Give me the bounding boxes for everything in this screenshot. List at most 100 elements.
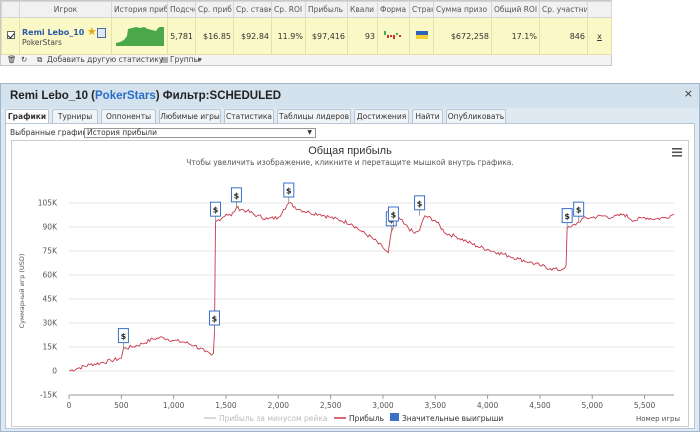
y-tick-label: 45K	[43, 295, 59, 304]
player-name-link[interactable]: Remi Lebo_10	[22, 28, 85, 37]
big-win-marker	[230, 187, 242, 203]
tab-favorite-games[interactable]: Любимые игры	[159, 109, 221, 123]
chart-svg[interactable]: Общая прибыль Чтобы увеличить изображени…	[12, 141, 688, 426]
add-stat-button[interactable]: Добавить другую статистику	[47, 55, 164, 64]
legend-profit[interactable]: Прибыль	[349, 414, 384, 423]
x-tick-label: 2,000	[268, 401, 290, 410]
ukraine-flag-icon	[415, 31, 428, 39]
chart-selector-dropdown[interactable]: История прибыли ▼	[84, 128, 316, 138]
stats-header-row: Игрок История приб Подсчет Ср. приб Ср. …	[1, 1, 612, 18]
remove-cell: x	[587, 17, 612, 55]
x-axis-label: Номер игры	[636, 415, 680, 423]
remove-row-button[interactable]: x	[597, 31, 602, 41]
groups-icon[interactable]: ▤	[161, 55, 169, 64]
profit-history-cell[interactable]	[111, 17, 168, 55]
big-win-dollar-icon: $	[576, 206, 582, 215]
tab-tournaments[interactable]: Турниры	[52, 109, 98, 123]
big-win-marker	[210, 201, 222, 217]
column-header-profit[interactable]: Прибыль	[305, 1, 348, 18]
profit-sparkline[interactable]	[115, 24, 164, 46]
tab-find[interactable]: Найти	[412, 109, 443, 123]
y-tick-label: 0	[52, 367, 57, 376]
column-header-total-roi[interactable]: Общий ROI	[491, 1, 540, 18]
big-win-dollar-icon: $	[564, 212, 570, 221]
big-win-dollar-icon: $	[286, 187, 292, 196]
column-header-avg-profit[interactable]: Ср. приб	[195, 1, 234, 18]
add-stat-icon[interactable]: ⧉	[37, 55, 43, 64]
big-win-dollar-icon: $	[212, 315, 218, 324]
legend-rake[interactable]: Прибыль за минусом рейка	[219, 414, 327, 423]
refresh-icon[interactable]: ↻	[21, 55, 28, 64]
row-checkbox-cell[interactable]	[1, 17, 20, 55]
y-tick-label: 60K	[43, 271, 59, 280]
column-header-count[interactable]: Подсчет	[167, 1, 196, 18]
big-win-dollar-icon: $	[121, 332, 127, 341]
tab-leaderboards[interactable]: Таблицы лидеров	[277, 109, 351, 123]
x-tick-label: 5,500	[634, 401, 656, 410]
trash-icon[interactable]: 🗑	[7, 55, 17, 64]
tab-opponents[interactable]: Оппоненты	[101, 109, 156, 123]
column-header-ability[interactable]: Квали	[347, 1, 378, 18]
prize-sum-cell: $672,258	[433, 17, 492, 55]
x-tick-label: 0	[67, 401, 72, 410]
ability-cell: 93	[347, 17, 378, 55]
country-cell	[409, 17, 434, 55]
x-tick-label: 500	[114, 401, 129, 410]
column-header-prize-sum[interactable]: Сумма призо	[433, 1, 492, 18]
tab-content: Выбранные графики: История прибыли ▼ Общ…	[5, 123, 695, 429]
total-roi-cell: 17.1%	[491, 17, 540, 55]
form-sparkline	[383, 31, 401, 39]
x-tick-label: 3,000	[372, 401, 394, 410]
column-header-country[interactable]: Стран	[409, 1, 434, 18]
big-win-marker	[387, 206, 399, 222]
x-tick-label: 1,000	[163, 401, 185, 410]
y-tick-label: -15K	[40, 391, 58, 400]
window-site-link[interactable]: PokerStars	[95, 90, 156, 102]
column-header-profit-history[interactable]: История приб	[111, 1, 168, 18]
x-tick-label: 5,000	[582, 401, 604, 410]
big-win-marker	[561, 208, 573, 224]
player-site: PokerStars	[22, 38, 62, 47]
column-header-avg-entrants[interactable]: Ср. участни	[539, 1, 588, 18]
window-player-name: Remi Lebo_10	[10, 90, 88, 102]
chart-selector-value: История прибыли	[87, 128, 157, 137]
form-cell	[377, 17, 410, 55]
big-win-dollar-icon: $	[417, 199, 423, 208]
notes-icon[interactable]	[96, 27, 106, 38]
column-header-form[interactable]: Форма	[377, 1, 410, 18]
column-header-player[interactable]: Игрок	[19, 1, 112, 18]
tab-publish[interactable]: Опубликовать	[446, 109, 506, 123]
star-icon[interactable]: ★	[86, 25, 97, 38]
chart-title: Общая прибыль	[308, 145, 392, 157]
column-header-avg-stake[interactable]: Ср. ставк	[233, 1, 272, 18]
chart-legend: Прибыль за минусом рейка Прибыль Значите…	[204, 413, 503, 423]
y-axis-label: Суммарный игр (USD)	[18, 254, 26, 329]
tab-achievements[interactable]: Достижения	[354, 109, 409, 123]
chart-subtitle: Чтобы увеличить изображение, кликните и …	[186, 158, 514, 167]
y-tick-label: 15K	[43, 343, 59, 352]
tab-charts[interactable]: Графики	[5, 109, 49, 124]
chevron-down-icon[interactable]: ▼	[307, 129, 312, 136]
profit-series-line	[68, 202, 675, 372]
y-tick-label: 30K	[43, 319, 59, 328]
big-win-dollar-icon: $	[234, 191, 240, 200]
row-checkbox[interactable]	[6, 31, 15, 39]
groups-button[interactable]: Группы	[170, 55, 200, 64]
close-button[interactable]: ×	[683, 87, 693, 100]
filter-label: Фильтр:	[162, 90, 210, 102]
y-tick-label: 90K	[43, 223, 59, 232]
legend-big-wins[interactable]: Значительные выигрыши	[402, 414, 503, 423]
tab-statistics[interactable]: Статистика	[224, 109, 274, 123]
menu-icon[interactable]	[672, 148, 682, 157]
stats-table: Игрок История приб Подсчет Ср. приб Ср. …	[1, 1, 612, 55]
profit-cell: $97,416	[305, 17, 348, 55]
column-header-remove	[587, 1, 612, 18]
column-header-avg-roi[interactable]: Ср. ROI	[271, 1, 306, 18]
avg-stake-cell: $92.84	[233, 17, 272, 55]
y-tick-label: 75K	[43, 247, 59, 256]
x-tick-label: 4,000	[477, 401, 499, 410]
big-win-dollar-icon: $	[391, 211, 397, 220]
chevron-down-icon[interactable]: ▾	[198, 55, 202, 64]
profit-chart[interactable]: Общая прибыль Чтобы увеличить изображени…	[11, 140, 689, 427]
x-tick-label: 3,500	[425, 401, 447, 410]
